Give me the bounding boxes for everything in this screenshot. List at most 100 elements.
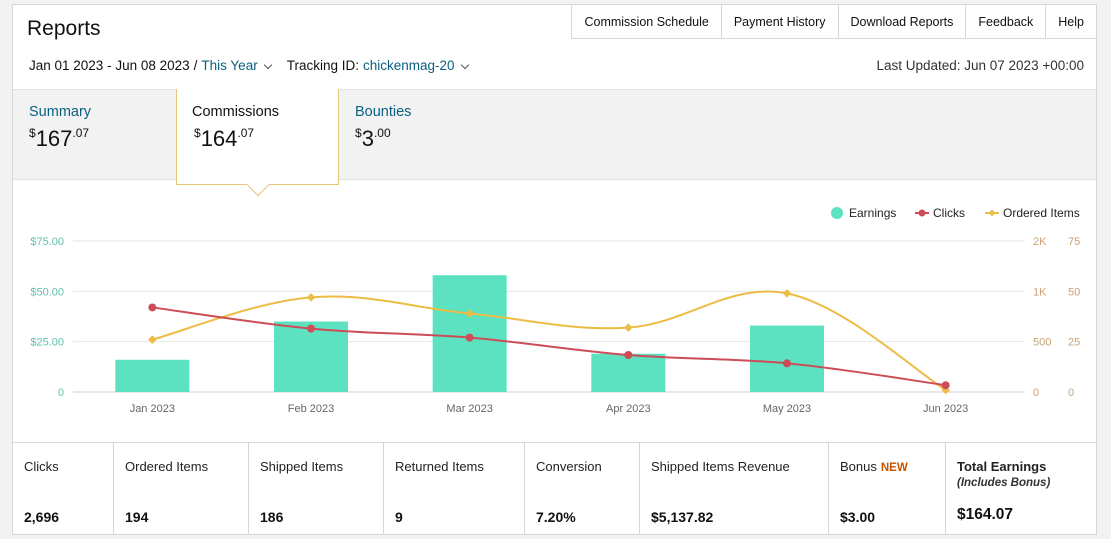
tab-summary-value: $167.07 (29, 126, 89, 152)
stat-label: Returned Items (395, 459, 484, 474)
tab-commissions-value: $164.07 (194, 126, 254, 152)
currency-symbol: $ (29, 126, 36, 140)
ordered-items-point (465, 309, 474, 318)
earnings-bar (274, 321, 348, 392)
tracking-id-value: chickenmag-20 (362, 58, 455, 73)
stat-returned-items: Returned Items 9 (384, 443, 525, 535)
stat-bonus-label: Bonus (840, 459, 877, 474)
y-right-clicks-tick-label: 1K (1033, 286, 1047, 298)
summary-tabs: Summary $167.07 Commissions $164.07 Boun… (13, 89, 1096, 197)
tab-bounties-label: Bounties (355, 104, 412, 120)
amount-whole: 167 (35, 126, 73, 151)
filter-separator: / (193, 58, 198, 73)
x-tick-label: Mar 2023 (446, 403, 492, 415)
clicks-point (624, 351, 633, 360)
amount-cents: .07 (72, 126, 90, 140)
stat-shipped-items: Shipped Items 186 (249, 443, 384, 535)
tab-bounties-value: $3.00 (355, 126, 391, 152)
earnings-bar (750, 325, 824, 392)
stat-label: Shipped Items (260, 459, 344, 474)
ordered-items-point (148, 335, 157, 344)
earnings-bar (591, 353, 666, 392)
y-right-items-tick-label: 25 (1068, 337, 1080, 349)
clicks-point (465, 333, 474, 342)
top-nav: Commission Schedule Payment History Down… (571, 4, 1097, 39)
download-reports-button[interactable]: Download Reports (837, 4, 966, 39)
date-range: Jan 01 2023 - Jun 08 2023 (29, 58, 190, 73)
legend-label: Clicks (933, 206, 965, 220)
x-tick-label: Feb 2023 (288, 403, 334, 415)
stat-conversion: Conversion 7.20% (525, 443, 640, 535)
active-tab-pointer (246, 173, 270, 197)
tracking-id-dropdown[interactable]: chickenmag-20 (363, 58, 470, 73)
stat-value: 194 (125, 509, 149, 525)
tab-summary-label: Summary (29, 104, 92, 120)
payment-history-button[interactable]: Payment History (720, 4, 838, 39)
last-updated: Last Updated: Jun 07 2023 +00:00 (876, 58, 1084, 73)
stat-value: 7.20% (536, 509, 576, 525)
legend-clicks-swatch (918, 209, 926, 217)
stats-row: Clicks 2,696 Ordered Items 194 Shipped I… (13, 442, 1096, 535)
ordered-items-line (152, 290, 947, 391)
stat-label: Conversion (536, 459, 602, 474)
tab-summary[interactable]: Summary $167.07 (13, 90, 176, 179)
x-tick-label: May 2023 (763, 403, 811, 415)
chevron-down-icon (460, 60, 469, 70)
legend-earnings-swatch (831, 207, 843, 219)
stat-value: 9 (395, 509, 403, 525)
y-right-clicks-tick-label: 0 (1033, 387, 1039, 399)
earnings-bar (115, 359, 190, 392)
y-right-clicks-tick-label: 500 (1033, 337, 1051, 349)
stat-label: Clicks (24, 459, 59, 474)
y-right-clicks-tick-label: 2K (1033, 236, 1047, 248)
y-right-items-tick-label: 0 (1068, 387, 1074, 399)
x-tick-label: Apr 2023 (606, 403, 651, 415)
earnings-bar (432, 275, 507, 392)
y-right-items-tick-label: 75 (1068, 236, 1080, 248)
clicks-point (307, 324, 315, 333)
y-left-tick-label: $50.00 (30, 286, 64, 298)
stat-value: $5,137.82 (651, 509, 714, 525)
filter-bar: Jan 01 2023 - Jun 08 2023 / This Year Tr… (29, 58, 470, 73)
clicks-point (941, 381, 950, 390)
stat-value: 186 (260, 509, 284, 525)
stat-bonus: Bonus NEW $3.00 (829, 443, 946, 535)
legend-items-swatch (988, 209, 996, 217)
ordered-items-point (782, 289, 792, 298)
feedback-button[interactable]: Feedback (965, 4, 1046, 39)
stat-value: $3.00 (840, 509, 876, 525)
y-right-items-tick-label: 50 (1068, 286, 1080, 298)
tracking-label: Tracking ID: (286, 58, 359, 73)
currency-symbol: $ (194, 126, 201, 140)
help-button[interactable]: Help (1045, 4, 1097, 39)
tab-bounties[interactable]: Bounties $3.00 (355, 90, 518, 179)
stat-sublabel: (Includes Bonus) (957, 477, 1051, 489)
commission-schedule-button[interactable]: Commission Schedule (571, 4, 721, 39)
page-title: Reports (27, 17, 101, 40)
new-badge: NEW (880, 462, 908, 474)
stat-label: Ordered Items (125, 459, 209, 474)
y-left-tick-label: 0 (58, 387, 64, 399)
earnings-chart: $75.00 $50.00 $25.00 0 2K 1K 500 0 75 50 25 0 Jan 20… (30, 206, 1080, 415)
clicks-line (152, 306, 946, 387)
amount-cents: .07 (237, 126, 255, 140)
stat-value: $164.07 (957, 506, 1014, 523)
x-tick-label: Jan 2023 (130, 403, 175, 415)
x-tick-label: Jun 2023 (923, 403, 968, 415)
ordered-items-point (306, 293, 316, 302)
ordered-items-point (624, 323, 633, 332)
tab-commissions[interactable]: Commissions $164.07 (176, 89, 339, 197)
amount-whole: 164 (200, 126, 238, 151)
stat-value: 2,696 (24, 509, 60, 525)
chevron-down-icon (263, 60, 272, 70)
legend-label: Earnings (849, 206, 896, 220)
clicks-point (783, 359, 791, 368)
period-value: This Year (201, 58, 258, 73)
legend-label: Ordered Items (1003, 206, 1080, 220)
currency-symbol: $ (355, 126, 362, 140)
amount-cents: .00 (373, 126, 391, 140)
stat-label: Total Earnings (957, 459, 1047, 474)
period-dropdown[interactable]: This Year (201, 58, 272, 73)
stat-clicks: Clicks 2,696 (13, 443, 114, 535)
stat-label: Shipped Items Revenue (651, 459, 790, 474)
